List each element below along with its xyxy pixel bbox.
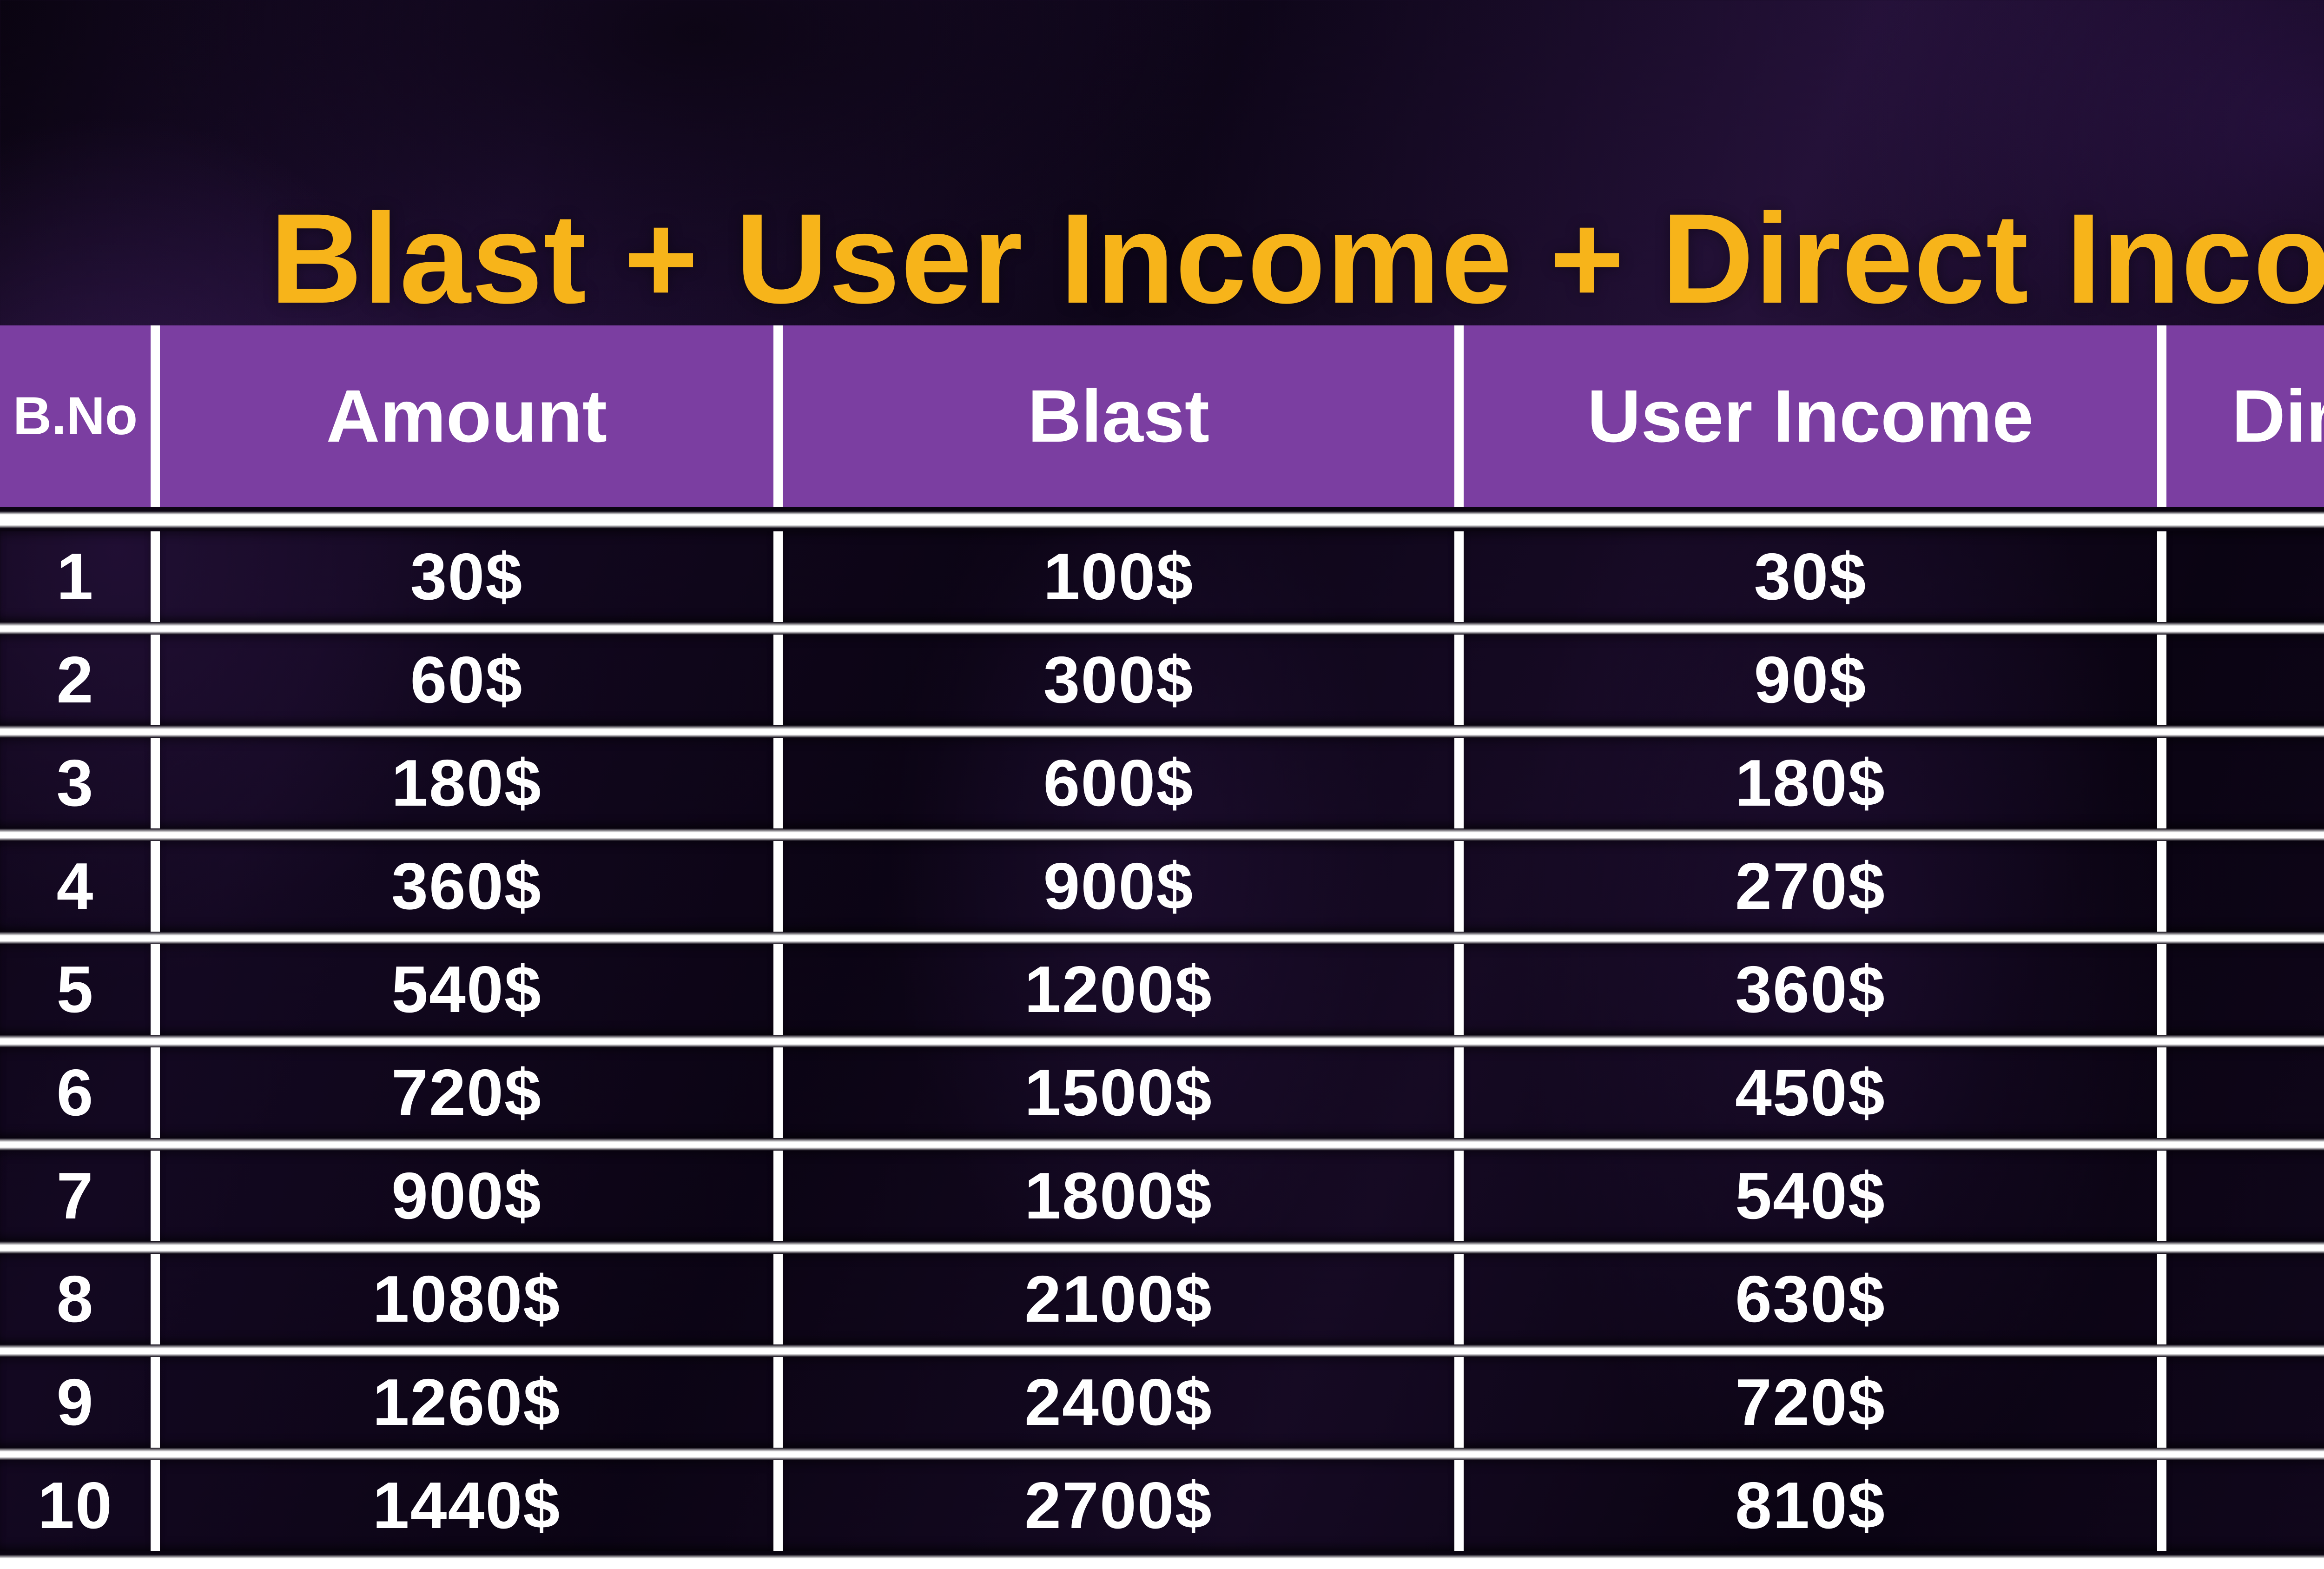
table-row: 130$100$30$10$ bbox=[0, 531, 2324, 622]
cell-user-income: 450$ bbox=[1463, 1047, 2166, 1138]
row-separator bbox=[0, 1448, 2324, 1460]
cell-amount: 360$ bbox=[159, 841, 783, 932]
cell-direct-income: 210$ bbox=[2166, 1254, 2324, 1344]
cell-direct-income: 30$ bbox=[2166, 635, 2324, 725]
cell-blast: 2100$ bbox=[782, 1254, 1464, 1344]
cell-blast: 900$ bbox=[782, 841, 1464, 932]
column-header-amount: Amount bbox=[159, 325, 783, 507]
cell-blast: 2700$ bbox=[782, 1460, 1464, 1551]
column-header-direct-income: Direct Income bbox=[2166, 325, 2324, 507]
cell-direct-income: 120$ bbox=[2166, 944, 2324, 1035]
cell-amount: 60$ bbox=[159, 635, 783, 725]
cell-user-income: 30$ bbox=[1463, 531, 2166, 622]
cell-direct-income: 10$ bbox=[2166, 531, 2324, 622]
row-separator bbox=[0, 622, 2324, 635]
cell-user-income: 270$ bbox=[1463, 841, 2166, 932]
cell-user-income: 720$ bbox=[1463, 1357, 2166, 1448]
row-number: 3 bbox=[0, 738, 160, 828]
column-header-user-income: User Income bbox=[1463, 325, 2166, 507]
cell-direct-income: 60$ bbox=[2166, 738, 2324, 828]
cell-direct-income: 150$ bbox=[2166, 1047, 2324, 1138]
cell-blast: 300$ bbox=[782, 635, 1464, 725]
cell-user-income: 90$ bbox=[1463, 635, 2166, 725]
cell-amount: 1260$ bbox=[159, 1357, 783, 1448]
cell-blast: 1200$ bbox=[782, 944, 1464, 1035]
header-separator bbox=[0, 507, 2324, 531]
row-separator bbox=[0, 1035, 2324, 1047]
cell-user-income: 810$ bbox=[1463, 1460, 2166, 1551]
row-number: 10 bbox=[0, 1460, 160, 1551]
column-header-blast: Blast bbox=[782, 325, 1464, 507]
row-number: 7 bbox=[0, 1151, 160, 1241]
cell-amount: 1080$ bbox=[159, 1254, 783, 1344]
row-number: 5 bbox=[0, 944, 160, 1035]
row-separator bbox=[0, 828, 2324, 841]
cell-blast: 100$ bbox=[782, 531, 1464, 622]
cell-user-income: 630$ bbox=[1463, 1254, 2166, 1344]
row-separator bbox=[0, 1241, 2324, 1254]
page-title: Blast + User Income + Direct Income bbox=[270, 187, 2324, 331]
cell-blast: 1500$ bbox=[782, 1047, 1464, 1138]
row-separator bbox=[0, 932, 2324, 944]
table-row: 260$300$90$30$ bbox=[0, 635, 2324, 725]
row-number: 9 bbox=[0, 1357, 160, 1448]
cell-blast: 2400$ bbox=[782, 1357, 1464, 1448]
row-number: 8 bbox=[0, 1254, 160, 1344]
cell-direct-income: 90$ bbox=[2166, 841, 2324, 932]
cell-direct-income: 240$ bbox=[2166, 1357, 2324, 1448]
cell-amount: 180$ bbox=[159, 738, 783, 828]
row-separator bbox=[0, 725, 2324, 738]
cell-user-income: 540$ bbox=[1463, 1151, 2166, 1241]
cell-direct-income: 180$ bbox=[2166, 1151, 2324, 1241]
cell-direct-income: 270$ bbox=[2166, 1460, 2324, 1551]
row-number: 6 bbox=[0, 1047, 160, 1138]
row-number: 4 bbox=[0, 841, 160, 932]
bottom-separator bbox=[0, 1551, 2324, 1569]
cell-user-income: 180$ bbox=[1463, 738, 2166, 828]
cell-user-income: 360$ bbox=[1463, 944, 2166, 1035]
row-number: 2 bbox=[0, 635, 160, 725]
row-separator bbox=[0, 1344, 2324, 1357]
cell-blast: 600$ bbox=[782, 738, 1464, 828]
row-separator bbox=[0, 1138, 2324, 1151]
column-header-b-no: B.No bbox=[0, 325, 160, 507]
cell-amount: 540$ bbox=[159, 944, 783, 1035]
cell-amount: 900$ bbox=[159, 1151, 783, 1241]
cell-blast: 1800$ bbox=[782, 1151, 1464, 1241]
cell-amount: 30$ bbox=[159, 531, 783, 622]
cell-amount: 1440$ bbox=[159, 1460, 783, 1551]
cell-amount: 720$ bbox=[159, 1047, 783, 1138]
row-number: 1 bbox=[0, 531, 160, 622]
